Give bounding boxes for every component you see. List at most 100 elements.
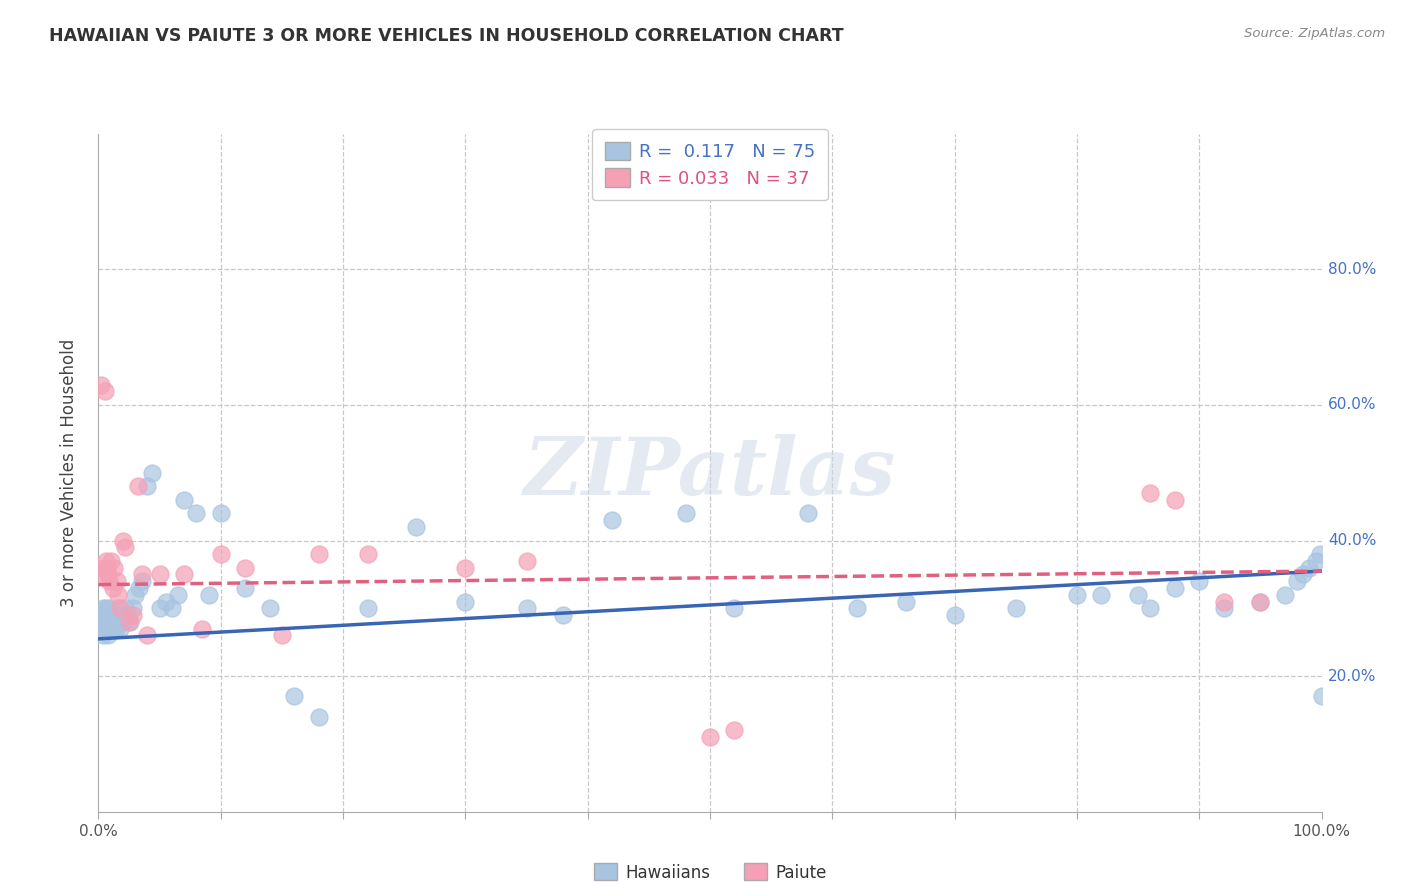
Point <box>1188 574 1211 589</box>
Point <box>90 615 112 629</box>
Point <box>124 588 146 602</box>
Point <box>943 608 966 623</box>
Point <box>97 608 120 623</box>
Point <box>110 601 132 615</box>
Point <box>131 567 153 582</box>
Point <box>100 615 122 629</box>
Point <box>197 588 219 602</box>
Point <box>93 622 115 636</box>
Point <box>1164 581 1187 595</box>
Point <box>308 710 330 724</box>
Point <box>160 601 183 615</box>
Point <box>114 601 136 615</box>
Point <box>600 513 623 527</box>
Point <box>111 608 134 623</box>
Point <box>97 567 120 582</box>
Text: HAWAIIAN VS PAIUTE 3 OR MORE VEHICLES IN HOUSEHOLD CORRELATION CHART: HAWAIIAN VS PAIUTE 3 OR MORE VEHICLES IN… <box>49 27 844 45</box>
Point <box>90 377 112 392</box>
Point <box>308 547 330 561</box>
Point <box>173 567 195 582</box>
Point <box>1128 588 1150 602</box>
Point <box>100 554 122 568</box>
Point <box>1309 547 1331 561</box>
Point <box>117 608 139 623</box>
Point <box>94 601 117 615</box>
Point <box>1249 594 1271 608</box>
Point <box>108 615 131 629</box>
Point <box>91 567 114 582</box>
Point <box>259 601 281 615</box>
Point <box>136 479 159 493</box>
Point <box>96 560 118 574</box>
Point <box>405 520 427 534</box>
Point <box>186 507 208 521</box>
Point <box>209 547 232 561</box>
Text: 20.0%: 20.0% <box>1327 669 1376 683</box>
Point <box>101 608 124 623</box>
Point <box>101 622 124 636</box>
Point <box>114 541 136 555</box>
Point <box>797 507 820 521</box>
Point <box>111 615 134 629</box>
Point <box>1212 601 1234 615</box>
Point <box>91 608 114 623</box>
Point <box>120 615 142 629</box>
Point <box>105 574 128 589</box>
Point <box>1212 594 1234 608</box>
Point <box>91 622 114 636</box>
Point <box>283 690 305 704</box>
Point <box>1310 690 1333 704</box>
Point <box>104 622 127 636</box>
Point <box>1164 492 1187 507</box>
Point <box>1066 588 1088 602</box>
Point <box>454 594 477 608</box>
Point <box>111 533 134 548</box>
Point <box>121 608 143 623</box>
Point <box>149 601 172 615</box>
Point <box>96 622 118 636</box>
Point <box>118 615 141 629</box>
Point <box>94 554 117 568</box>
Text: ZIPatlas: ZIPatlas <box>524 434 896 511</box>
Point <box>98 574 121 589</box>
Point <box>91 560 114 574</box>
Point <box>91 628 114 642</box>
Point <box>723 723 745 738</box>
Text: 60.0%: 60.0% <box>1327 398 1376 412</box>
Point <box>270 628 294 642</box>
Point <box>1139 486 1161 500</box>
Point <box>894 594 917 608</box>
Point <box>167 588 190 602</box>
Point <box>136 628 159 642</box>
Point <box>141 466 163 480</box>
Text: 40.0%: 40.0% <box>1327 533 1376 548</box>
Point <box>101 581 124 595</box>
Point <box>356 601 378 615</box>
Point <box>173 492 195 507</box>
Point <box>356 547 378 561</box>
Point <box>98 601 121 615</box>
Point <box>515 554 537 568</box>
Point <box>723 601 745 615</box>
Point <box>97 628 120 642</box>
Point <box>553 608 575 623</box>
Point <box>209 507 232 521</box>
Point <box>93 615 115 629</box>
Legend: Hawaiians, Paiute: Hawaiians, Paiute <box>583 854 837 891</box>
Point <box>1004 601 1026 615</box>
Point <box>1286 574 1309 589</box>
Point <box>1292 567 1315 582</box>
Point <box>515 601 537 615</box>
Point <box>1090 588 1112 602</box>
Point <box>128 581 150 595</box>
Point <box>675 507 697 521</box>
Point <box>105 608 128 623</box>
Point <box>233 560 256 574</box>
Point <box>107 601 129 615</box>
Point <box>131 574 153 589</box>
Point <box>91 601 114 615</box>
Point <box>149 567 172 582</box>
Point <box>454 560 477 574</box>
Text: 80.0%: 80.0% <box>1327 262 1376 277</box>
Point <box>96 615 118 629</box>
